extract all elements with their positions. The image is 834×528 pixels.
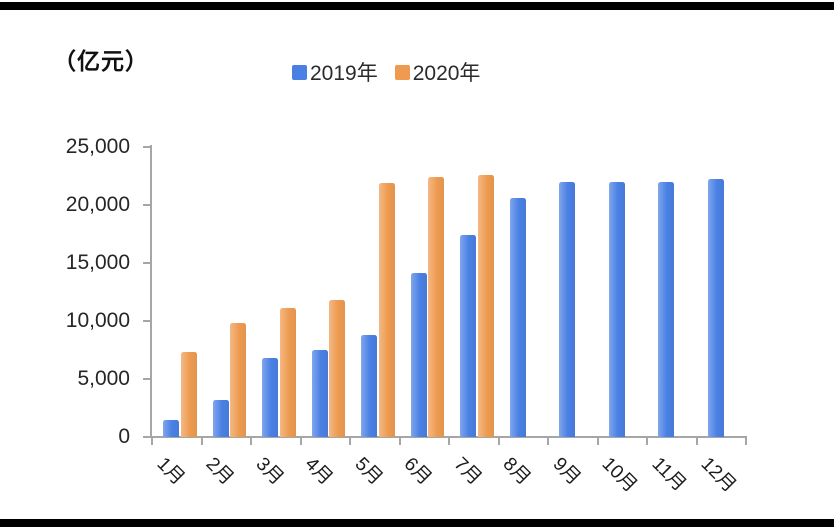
bar-2019年-6月 [410,273,427,437]
bar-2019年-1月 [163,419,179,437]
bottom-border-line [0,519,834,527]
x-tick-mark [448,438,450,445]
bar-2019年-4月 [311,350,328,437]
bar-2020年-1月 [180,352,197,437]
bar-2019年-7月 [460,235,476,437]
bar-2019年-2月 [212,399,229,437]
y-tick-mark [143,378,151,380]
x-category-label: 6月 [399,453,436,490]
x-tick-mark [695,438,698,445]
bar-2020年-4月 [329,300,345,437]
bar-2020年-7月 [477,174,494,437]
y-axis-line [150,145,152,438]
x-category-label: 3月 [251,453,288,490]
y-tick-label: 15,000 [65,251,130,274]
bar-2020年-6月 [428,177,444,437]
y-tick-label: 5,000 [77,367,130,390]
y-tick-mark [143,320,151,322]
x-tick-mark [646,438,648,445]
x-category-label: 2月 [201,453,238,490]
legend-label: 2019年 [310,62,378,85]
y-tick-label: 10,000 [65,309,130,332]
y-tick-label: 20,000 [65,193,130,216]
axis-unit-label: （亿元） [53,49,149,74]
legend: 2019年 2020年 [292,57,480,87]
x-tick-mark [398,438,401,445]
y-tick-mark [143,204,151,206]
y-tick-mark [143,436,151,438]
x-category-label: 10月 [597,453,642,497]
legend-swatch-icon [292,64,307,80]
y-tick-label: 25,000 [65,135,130,158]
bar-2020年-3月 [279,308,296,437]
plot-area [152,147,746,437]
bar-2019年-3月 [262,358,278,437]
x-axis-line [150,436,747,438]
bar-2019年-5月 [361,334,377,437]
x-tick-mark [596,438,599,445]
x-tick-mark [547,438,549,445]
x-tick-mark [200,438,203,445]
bar-2019年-8月 [509,198,526,437]
bar-2019年-9月 [559,181,575,437]
y-tick-mark [143,262,151,264]
x-category-label: 11月 [647,453,690,496]
x-tick-mark [299,438,302,445]
x-category-label: 9月 [548,453,585,490]
y-tick-label: 0 [118,425,130,448]
bar-2019年-12月 [707,179,724,437]
x-tick-mark [349,438,351,445]
x-tick-mark [151,438,153,445]
legend-label: 2020年 [412,62,481,85]
bar-2020年-2月 [230,323,246,437]
x-tick-mark [497,438,500,445]
legend-item-2020年: 2020年 [394,57,481,87]
x-tick-mark [745,438,747,445]
x-category-label: 7月 [449,453,486,490]
top-border-line [0,2,834,10]
x-category-label: 12月 [696,453,741,497]
x-category-label: 8月 [498,453,535,490]
bar-2019年-10月 [608,181,625,437]
y-tick-mark [143,146,151,148]
legend-item-2019年: 2019年 [292,57,378,87]
x-category-label: 1月 [152,453,189,490]
legend-swatch-icon [394,64,410,80]
x-category-label: 4月 [300,453,337,490]
bar-2020年-5月 [378,182,395,437]
bar-2019年-11月 [658,181,674,437]
x-tick-mark [250,438,252,445]
x-category-label: 5月 [350,453,387,490]
